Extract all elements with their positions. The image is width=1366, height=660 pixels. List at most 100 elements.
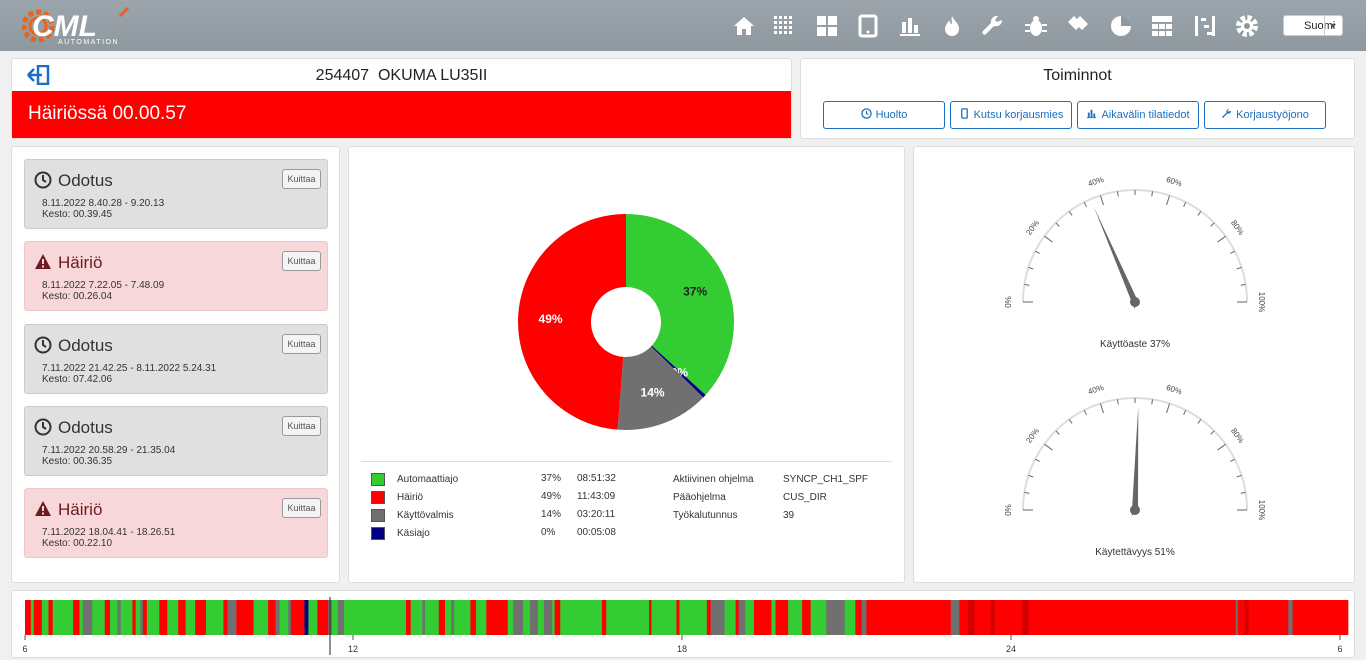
timeline-segment xyxy=(1016,600,1023,635)
legend-row: Häiriö 49% 11:43:09 xyxy=(349,491,649,505)
actions-panel: Toiminnot Huolto Kutsu korjausmies Aikav… xyxy=(800,58,1355,139)
legend-time: 03:20:11 xyxy=(577,509,616,520)
timeline-segment xyxy=(567,600,576,635)
timeline-segment xyxy=(1210,600,1218,635)
wrench-icon[interactable] xyxy=(981,14,1005,38)
gauge-tick xyxy=(1099,195,1104,206)
timeline-segment xyxy=(1286,600,1289,635)
gauge-tick-label: 40% xyxy=(1087,383,1105,397)
legend-swatch xyxy=(371,491,385,504)
timeline-segment xyxy=(25,600,32,635)
timeline-segment xyxy=(902,600,911,635)
event-range: 7.11.2022 21.42.25 - 8.11.2022 5.24.31 xyxy=(42,363,217,374)
timeline-segment xyxy=(227,600,237,635)
call-repairman-button[interactable]: Kutsu korjausmies xyxy=(950,101,1072,129)
status-timeline[interactable]: 6 12 18 24 6 xyxy=(12,591,1356,659)
timeline-segment xyxy=(264,600,269,635)
gear-icon[interactable] xyxy=(1235,14,1259,38)
calculator-icon[interactable] xyxy=(1150,14,1174,38)
timeline-segment xyxy=(152,600,160,635)
timeline-segment xyxy=(1130,600,1139,635)
legend-time: 00:05:08 xyxy=(577,527,616,538)
timeline-segment xyxy=(431,600,434,635)
gauge-tick xyxy=(1068,211,1073,216)
language-select[interactable]: Suomi xyxy=(1283,15,1343,36)
timeline-segment xyxy=(454,600,462,635)
dashboard-icon[interactable] xyxy=(815,14,839,38)
timeline-segment xyxy=(1042,600,1048,635)
timeline-segment xyxy=(175,600,179,635)
gauge-tick xyxy=(1151,399,1154,405)
gauge-tick-label: 20% xyxy=(1024,219,1041,237)
timeline-segment xyxy=(1138,600,1141,635)
actions-title: Toiminnot xyxy=(1043,67,1112,84)
tags-icon[interactable] xyxy=(1066,14,1090,38)
timeline-segment xyxy=(65,600,74,635)
tablet-icon[interactable] xyxy=(856,14,880,38)
timeline-segment xyxy=(146,600,154,635)
timeline-segment xyxy=(418,600,424,635)
chevron-down-icon xyxy=(1324,16,1342,35)
status-chart-panel: 37% 0% 14% 49% Automaattiajo 37% 08:51:32 H… xyxy=(348,146,905,583)
timeline-segment xyxy=(142,600,148,635)
maintenance-button[interactable]: Huolto xyxy=(823,101,945,129)
acknowledge-button[interactable]: Kuittaa xyxy=(282,251,321,271)
gauge-tick xyxy=(1024,283,1030,286)
acknowledge-button[interactable]: Kuittaa xyxy=(282,498,321,518)
grid-dots-icon[interactable] xyxy=(772,14,796,38)
timeline-segment xyxy=(896,600,904,635)
timeline-segment xyxy=(694,600,700,635)
timeline-segment xyxy=(1066,600,1073,635)
gauge-tick-label: 80% xyxy=(1229,219,1246,237)
timeline-segment xyxy=(959,600,969,635)
timeline-segment xyxy=(554,600,561,635)
acknowledge-button[interactable]: Kuittaa xyxy=(282,416,321,436)
timeline-tick-label: 12 xyxy=(348,644,358,654)
period-status-button[interactable]: Aikavälin tilatiedot xyxy=(1077,101,1199,129)
timeline-segment xyxy=(296,600,304,635)
machine-title: 254407 OKUMA LU35II xyxy=(12,67,791,85)
exit-icon[interactable] xyxy=(26,64,50,86)
timeline-segment xyxy=(892,600,897,635)
gauges-panel: 0% 20% 40% 60% 80% 100% Käyttöaste 37% 0% 20% 4… xyxy=(913,146,1355,583)
timeline-segment xyxy=(281,600,289,635)
gauge-tick xyxy=(1183,409,1187,415)
timeline-segment xyxy=(140,600,144,635)
event-duration: Kesto: 00.39.45 xyxy=(42,209,113,220)
cml-logo[interactable]: CML AUTOMATION xyxy=(21,4,132,46)
legend-swatch xyxy=(371,509,385,522)
timeline-segment xyxy=(73,600,81,635)
timeline-segment xyxy=(1314,600,1323,635)
timeline-segment xyxy=(826,600,832,635)
event-range: 8.11.2022 8.40.28 - 9.20.13 xyxy=(42,198,165,209)
gauge-tick xyxy=(1166,195,1171,206)
timeline-segment xyxy=(422,600,426,635)
pie-chart-icon[interactable] xyxy=(1109,14,1133,38)
timeline-segment xyxy=(200,600,207,635)
list-tree-icon[interactable] xyxy=(1193,14,1217,38)
home-icon[interactable] xyxy=(732,14,756,38)
timeline-segment xyxy=(120,600,127,635)
gauge-tick-label: 80% xyxy=(1229,427,1246,445)
bug-icon[interactable] xyxy=(1024,14,1048,38)
timeline-segment xyxy=(706,600,712,635)
timeline-segment xyxy=(724,600,734,635)
timeline-segment xyxy=(1112,600,1116,635)
event-card: Odotus 7.11.2022 21.42.25 - 8.11.2022 5.… xyxy=(24,324,328,394)
timeline-segment xyxy=(253,600,261,635)
acknowledge-button[interactable]: Kuittaa xyxy=(282,169,321,189)
bar-chart-icon[interactable] xyxy=(898,14,922,38)
timeline-segment xyxy=(59,600,67,635)
gauge-tick-label: 100% xyxy=(1257,292,1266,312)
timeline-segment xyxy=(433,600,440,635)
repair-queue-button[interactable]: Korjaustyöjono xyxy=(1204,101,1326,129)
timeline-segment xyxy=(1033,600,1038,635)
acknowledge-button[interactable]: Kuittaa xyxy=(282,334,321,354)
timeline-segment xyxy=(745,600,751,635)
flame-icon[interactable] xyxy=(940,14,964,38)
timeline-panel: 6 12 18 24 6 xyxy=(11,590,1355,658)
timeline-segment xyxy=(788,600,794,635)
timeline-segment xyxy=(1305,600,1310,635)
timeline-segment xyxy=(874,600,882,635)
gauge-tick xyxy=(1034,458,1040,462)
